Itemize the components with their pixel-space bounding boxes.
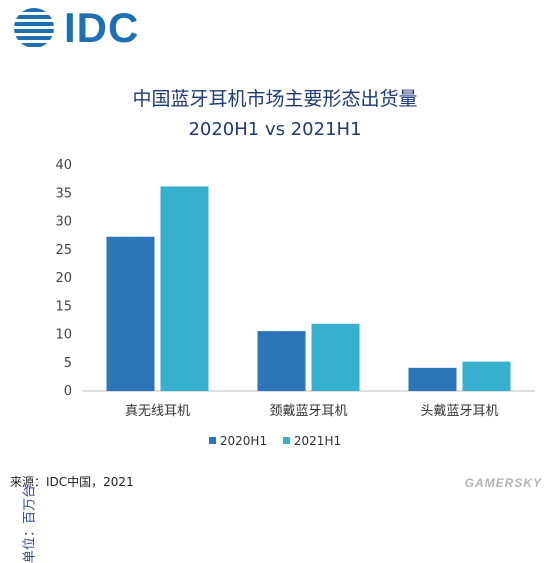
chart-title: 中国蓝牙耳机市场主要形态出货量 (132, 88, 418, 110)
y-tick-label: 0 (64, 384, 72, 399)
legend-swatch (282, 437, 290, 444)
y-tick-label: 5 (64, 356, 72, 371)
source-note: 来源：IDC中国，2021 (10, 475, 134, 489)
y-tick-label: 15 (55, 299, 72, 314)
bar-2021h1-1 (311, 323, 360, 391)
chart-subtitle: 2020H1 vs 2021H1 (188, 119, 362, 140)
bar-2020h1-0 (106, 236, 155, 391)
bar-2021h1-2 (462, 361, 511, 391)
x-tick-label: 真无线耳机 (125, 404, 190, 419)
legend-item-2020h1: 2020H1 (208, 433, 268, 448)
bar-2020h1-1 (257, 331, 306, 391)
bar-chart: 0 5 10 15 20 25 30 35 40 真无线耳机 颈戴蓝牙耳机 头戴蓝牙耳机 (55, 158, 535, 419)
bar-2020h1-2 (408, 367, 457, 391)
x-tick-label: 颈戴蓝牙耳机 (269, 404, 347, 419)
legend-item-2021h1: 2021H1 (282, 433, 342, 448)
logo-text: IDC (64, 4, 140, 51)
y-tick-label: 40 (55, 158, 72, 173)
y-tick-label: 20 (55, 271, 72, 286)
legend-swatch (208, 437, 216, 444)
x-tick-label: 头戴蓝牙耳机 (420, 404, 498, 419)
legend: 2020H1 2021H1 (0, 433, 550, 448)
bar-2021h1-0 (160, 186, 209, 391)
y-tick-label: 10 (55, 328, 72, 343)
legend-label: 2020H1 (219, 433, 268, 448)
y-tick-label: 35 (55, 186, 72, 201)
globe-icon (14, 8, 54, 47)
y-tick-label: 30 (55, 215, 72, 230)
watermark: GAMERSKY (464, 476, 542, 490)
idc-logo: IDC (12, 6, 139, 50)
legend-label: 2021H1 (293, 433, 342, 448)
y-tick-label: 25 (55, 243, 72, 258)
